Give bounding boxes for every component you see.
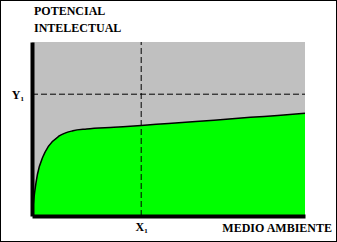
y-axis-title: POTENCIAL INTELECTUAL <box>34 4 121 35</box>
grid-line-x <box>141 42 142 216</box>
y-axis-line <box>31 43 35 217</box>
x-axis-title: MEDIO AMBIENTE <box>222 221 332 235</box>
grid-line-y <box>32 94 305 95</box>
chart: X₁ Y₁ POTENCIAL INTELECTUAL MEDIO AMBIENTE <box>0 0 337 242</box>
y-axis-title-line: INTELECTUAL <box>34 21 121 35</box>
series-area <box>32 113 305 216</box>
frame <box>1 1 337 242</box>
y-tick: Y₁ <box>12 88 32 102</box>
series-outline <box>32 113 305 216</box>
x-tick-label: X₁ <box>136 220 149 234</box>
plot-background <box>32 42 305 216</box>
y-axis: Y₁ <box>12 43 33 217</box>
plot-area <box>32 113 305 216</box>
y-axis-title-line: POTENCIAL <box>34 4 105 18</box>
x-tick: X₁ <box>136 216 149 234</box>
y-tick-label: Y₁ <box>12 88 25 102</box>
x-axis-line <box>33 215 306 219</box>
